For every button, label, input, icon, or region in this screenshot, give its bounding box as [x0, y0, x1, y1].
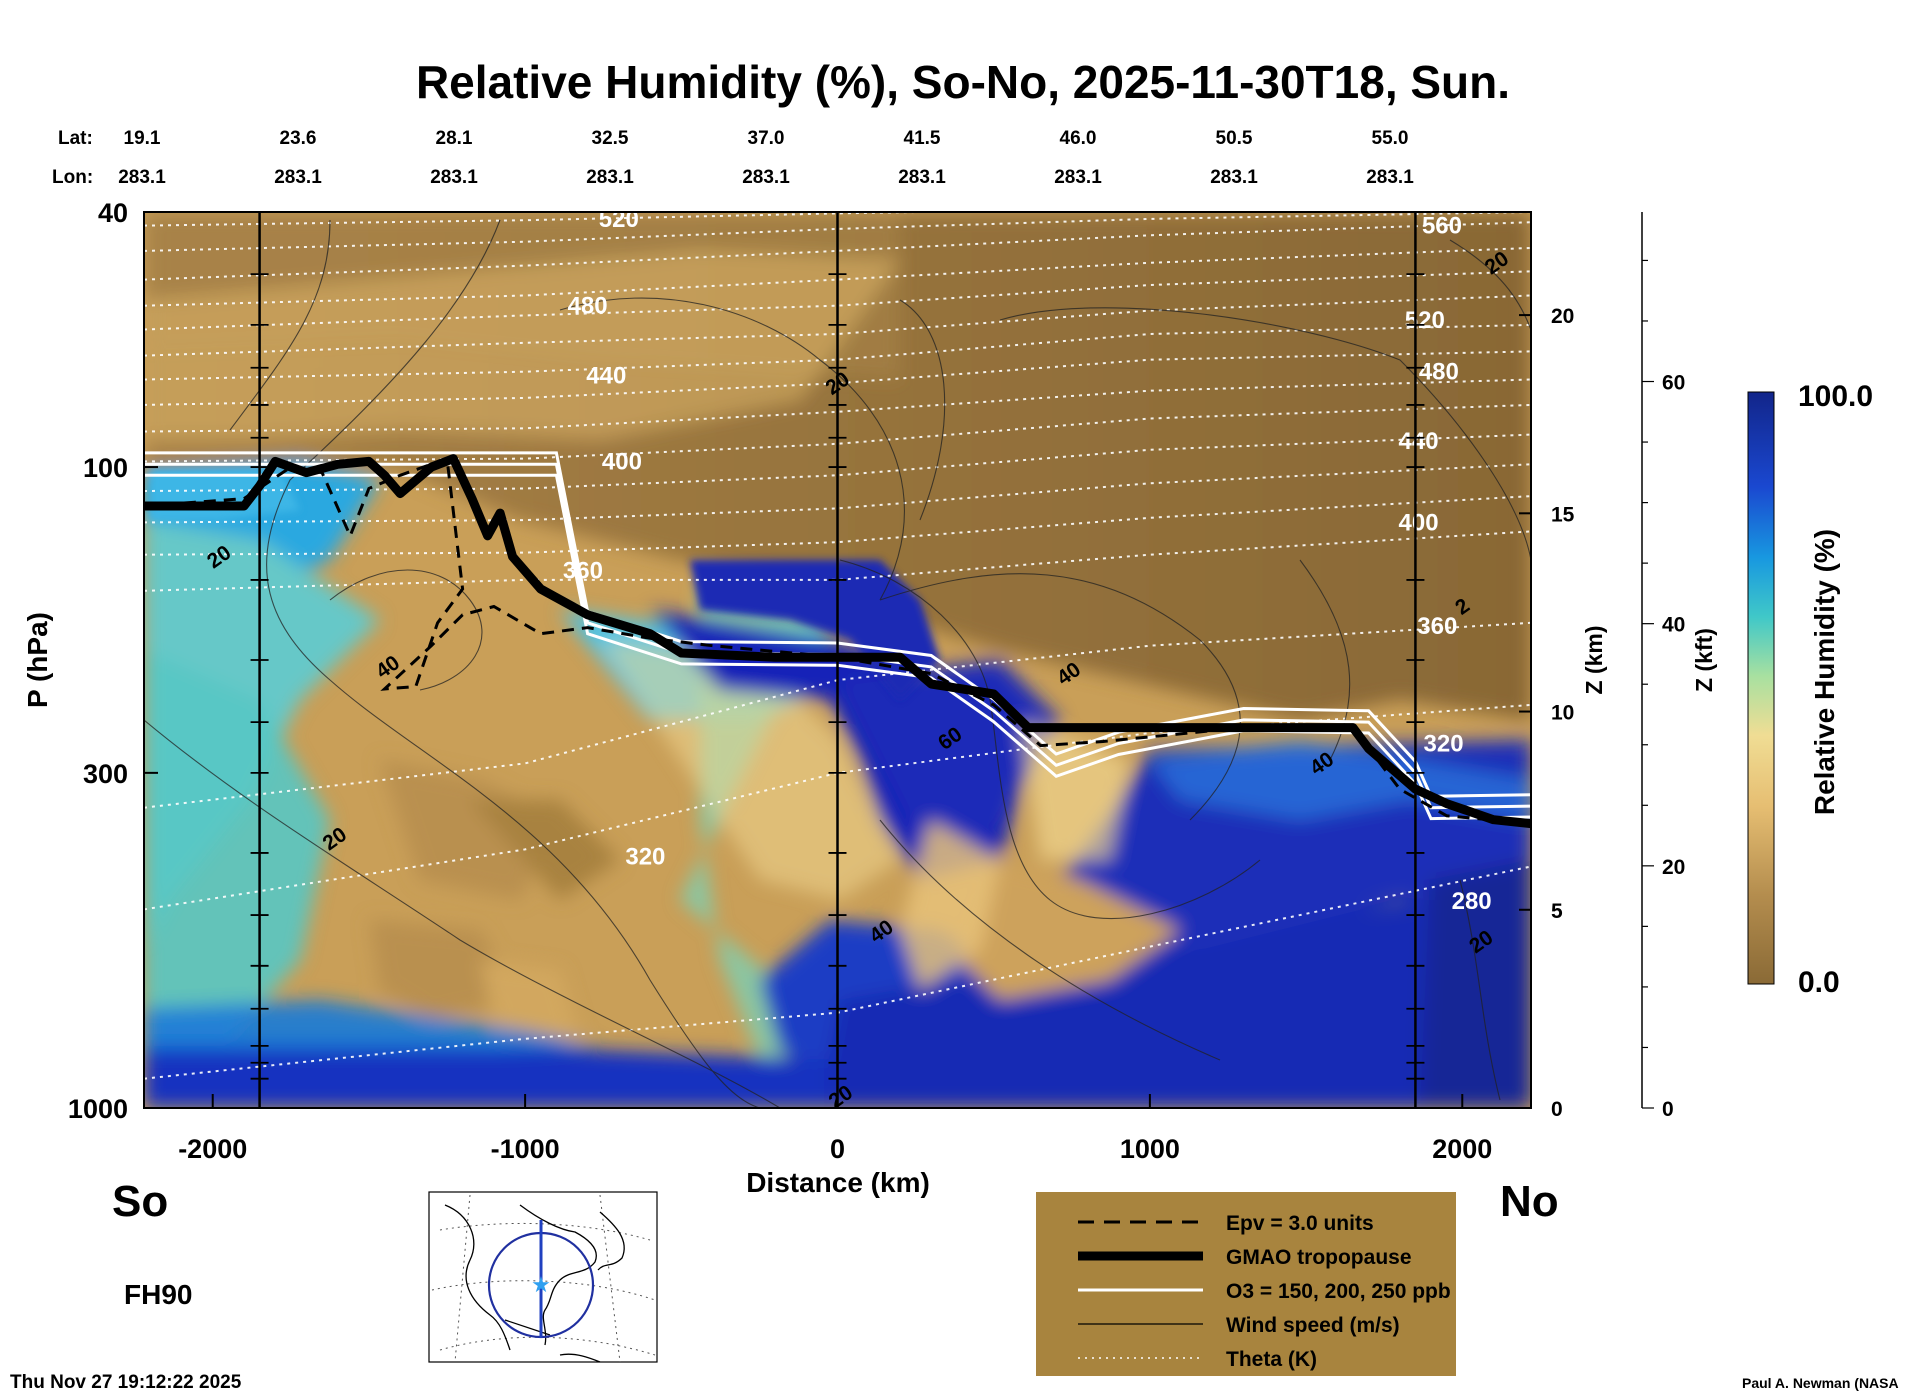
north-label: No [1500, 1177, 1559, 1226]
lat-value: 23.6 [280, 128, 317, 149]
theta-label: 480 [568, 293, 608, 320]
theta-label: 440 [586, 363, 626, 390]
theta-label: 360 [1417, 613, 1457, 640]
colorbar-min-label: 0.0 [1798, 966, 1840, 999]
z-kft-tick-label: 60 [1662, 372, 1685, 395]
forecast-hour: FH90 [124, 1279, 192, 1310]
inset-map: ★ [428, 1191, 658, 1363]
theta-label: 320 [625, 843, 665, 870]
lon-value: 283.1 [1210, 167, 1258, 188]
z-km-tick-label: 10 [1551, 702, 1574, 725]
z-kft-tick-label: 0 [1662, 1098, 1674, 1121]
x-tick-label: 0 [830, 1134, 845, 1164]
theta-label: 400 [602, 448, 642, 475]
legend-label: Epv = 3.0 units [1226, 1212, 1374, 1235]
y-axis-title: P (hPa) [22, 612, 53, 708]
x-axis: -2000 -1000 0 1000 2000 [178, 1094, 1492, 1164]
tropopause-line [144, 454, 1531, 829]
z-kft-axis-title: Z (kft) [1691, 628, 1717, 692]
lon-value: 283.1 [742, 167, 790, 188]
z-km-tick-label: 20 [1551, 305, 1574, 328]
credit: Paul A. Newman (NASA [1742, 1375, 1899, 1391]
z-km-tick-label: 15 [1551, 503, 1575, 526]
ozone-line [144, 473, 1531, 821]
lat-value: 41.5 [904, 128, 941, 149]
z-km-tick-label: 5 [1551, 900, 1563, 923]
epv-contour [144, 456, 1531, 826]
y-tick-label: 1000 [68, 1094, 128, 1124]
ozone-line [144, 462, 1531, 810]
lat-label: Lat: [58, 128, 93, 149]
lat-value: 55.0 [1372, 128, 1409, 149]
longitude-row: 283.1 283.1 283.1 283.1 283.1 283.1 283.1 283.1… [118, 167, 1414, 188]
theta-label: 440 [1399, 428, 1439, 455]
theta-label: 400 [1399, 509, 1439, 536]
lat-value: 32.5 [592, 128, 629, 149]
x-axis-title: Distance (km) [746, 1167, 930, 1198]
z-km-axis: 0 5 10 15 20 [1519, 305, 1575, 1121]
lon-value: 283.1 [274, 167, 322, 188]
theta-label: 320 [1424, 731, 1464, 758]
y-axis-pressure: 40 100 300 1000 [68, 198, 158, 1124]
legend-label: Theta (K) [1226, 1348, 1317, 1371]
theta-labels: 520 480 440 400 360 320 560 520 480 440 400 360 320 2… [563, 206, 1492, 915]
profile-lines [250, 211, 1425, 1109]
y-tick-label: 300 [83, 759, 128, 789]
theta-label: 520 [1405, 307, 1445, 334]
wind-speed-contours [144, 219, 1531, 1108]
x-tick-label: 1000 [1120, 1134, 1180, 1164]
lon-value: 283.1 [118, 167, 166, 188]
z-kft-tick-label: 40 [1662, 614, 1685, 637]
y-tick-label: 40 [98, 198, 128, 228]
legend-label: Wind speed (m/s) [1226, 1314, 1400, 1337]
lon-value: 283.1 [1054, 167, 1102, 188]
theta-line [144, 703, 1531, 911]
colorbar-max-label: 100.0 [1798, 380, 1873, 413]
legend-label: O3 = 150, 200, 250 ppb [1226, 1280, 1451, 1303]
lat-value: 19.1 [124, 128, 161, 149]
lat-value: 46.0 [1060, 128, 1097, 149]
epv-line [144, 456, 1531, 826]
latitude-row: 19.1 23.6 28.1 32.5 37.0 41.5 46.0 50.5 55.0 [124, 128, 1409, 149]
theta-label: 480 [1419, 359, 1459, 386]
lon-value: 283.1 [898, 167, 946, 188]
theta-label: 520 [599, 206, 639, 233]
x-tick-label: 2000 [1432, 1134, 1492, 1164]
timestamp: Thu Nov 27 19:12:22 2025 [10, 1372, 242, 1393]
y-tick-label: 100 [83, 453, 128, 483]
chart-title: Relative Humidity (%), So-No, 2025-11-30… [416, 56, 1510, 108]
x-tick-label: -2000 [178, 1134, 247, 1164]
lon-value: 283.1 [430, 167, 478, 188]
lon-label: Lon: [52, 167, 93, 188]
lat-value: 50.5 [1216, 128, 1253, 149]
colorbar [1747, 391, 1775, 985]
theta-label: 560 [1422, 213, 1462, 240]
theta-line [144, 212, 972, 227]
legend-label: GMAO tropopause [1226, 1246, 1412, 1269]
lat-value: 37.0 [748, 128, 785, 149]
lat-value: 28.1 [436, 128, 473, 149]
south-label: So [112, 1177, 168, 1226]
z-km-axis-title: Z (km) [1581, 626, 1607, 695]
z-kft-tick-label: 20 [1662, 856, 1685, 879]
theta-label: 360 [563, 557, 603, 584]
center-star-icon: ★ [531, 1273, 551, 1298]
tropopause-path [144, 454, 1531, 829]
lon-value: 283.1 [1366, 167, 1414, 188]
z-kft-axis: 0 20 40 60 [1641, 212, 1685, 1121]
x-tick-label: -1000 [491, 1134, 560, 1164]
legend: Epv = 3.0 units GMAO tropopause O3 = 150, … [1036, 1192, 1456, 1376]
theta-label: 280 [1452, 888, 1492, 915]
lon-value: 283.1 [586, 167, 634, 188]
z-km-tick-label: 0 [1551, 1098, 1563, 1121]
colorbar-title: Relative Humidity (%) [1809, 529, 1840, 815]
